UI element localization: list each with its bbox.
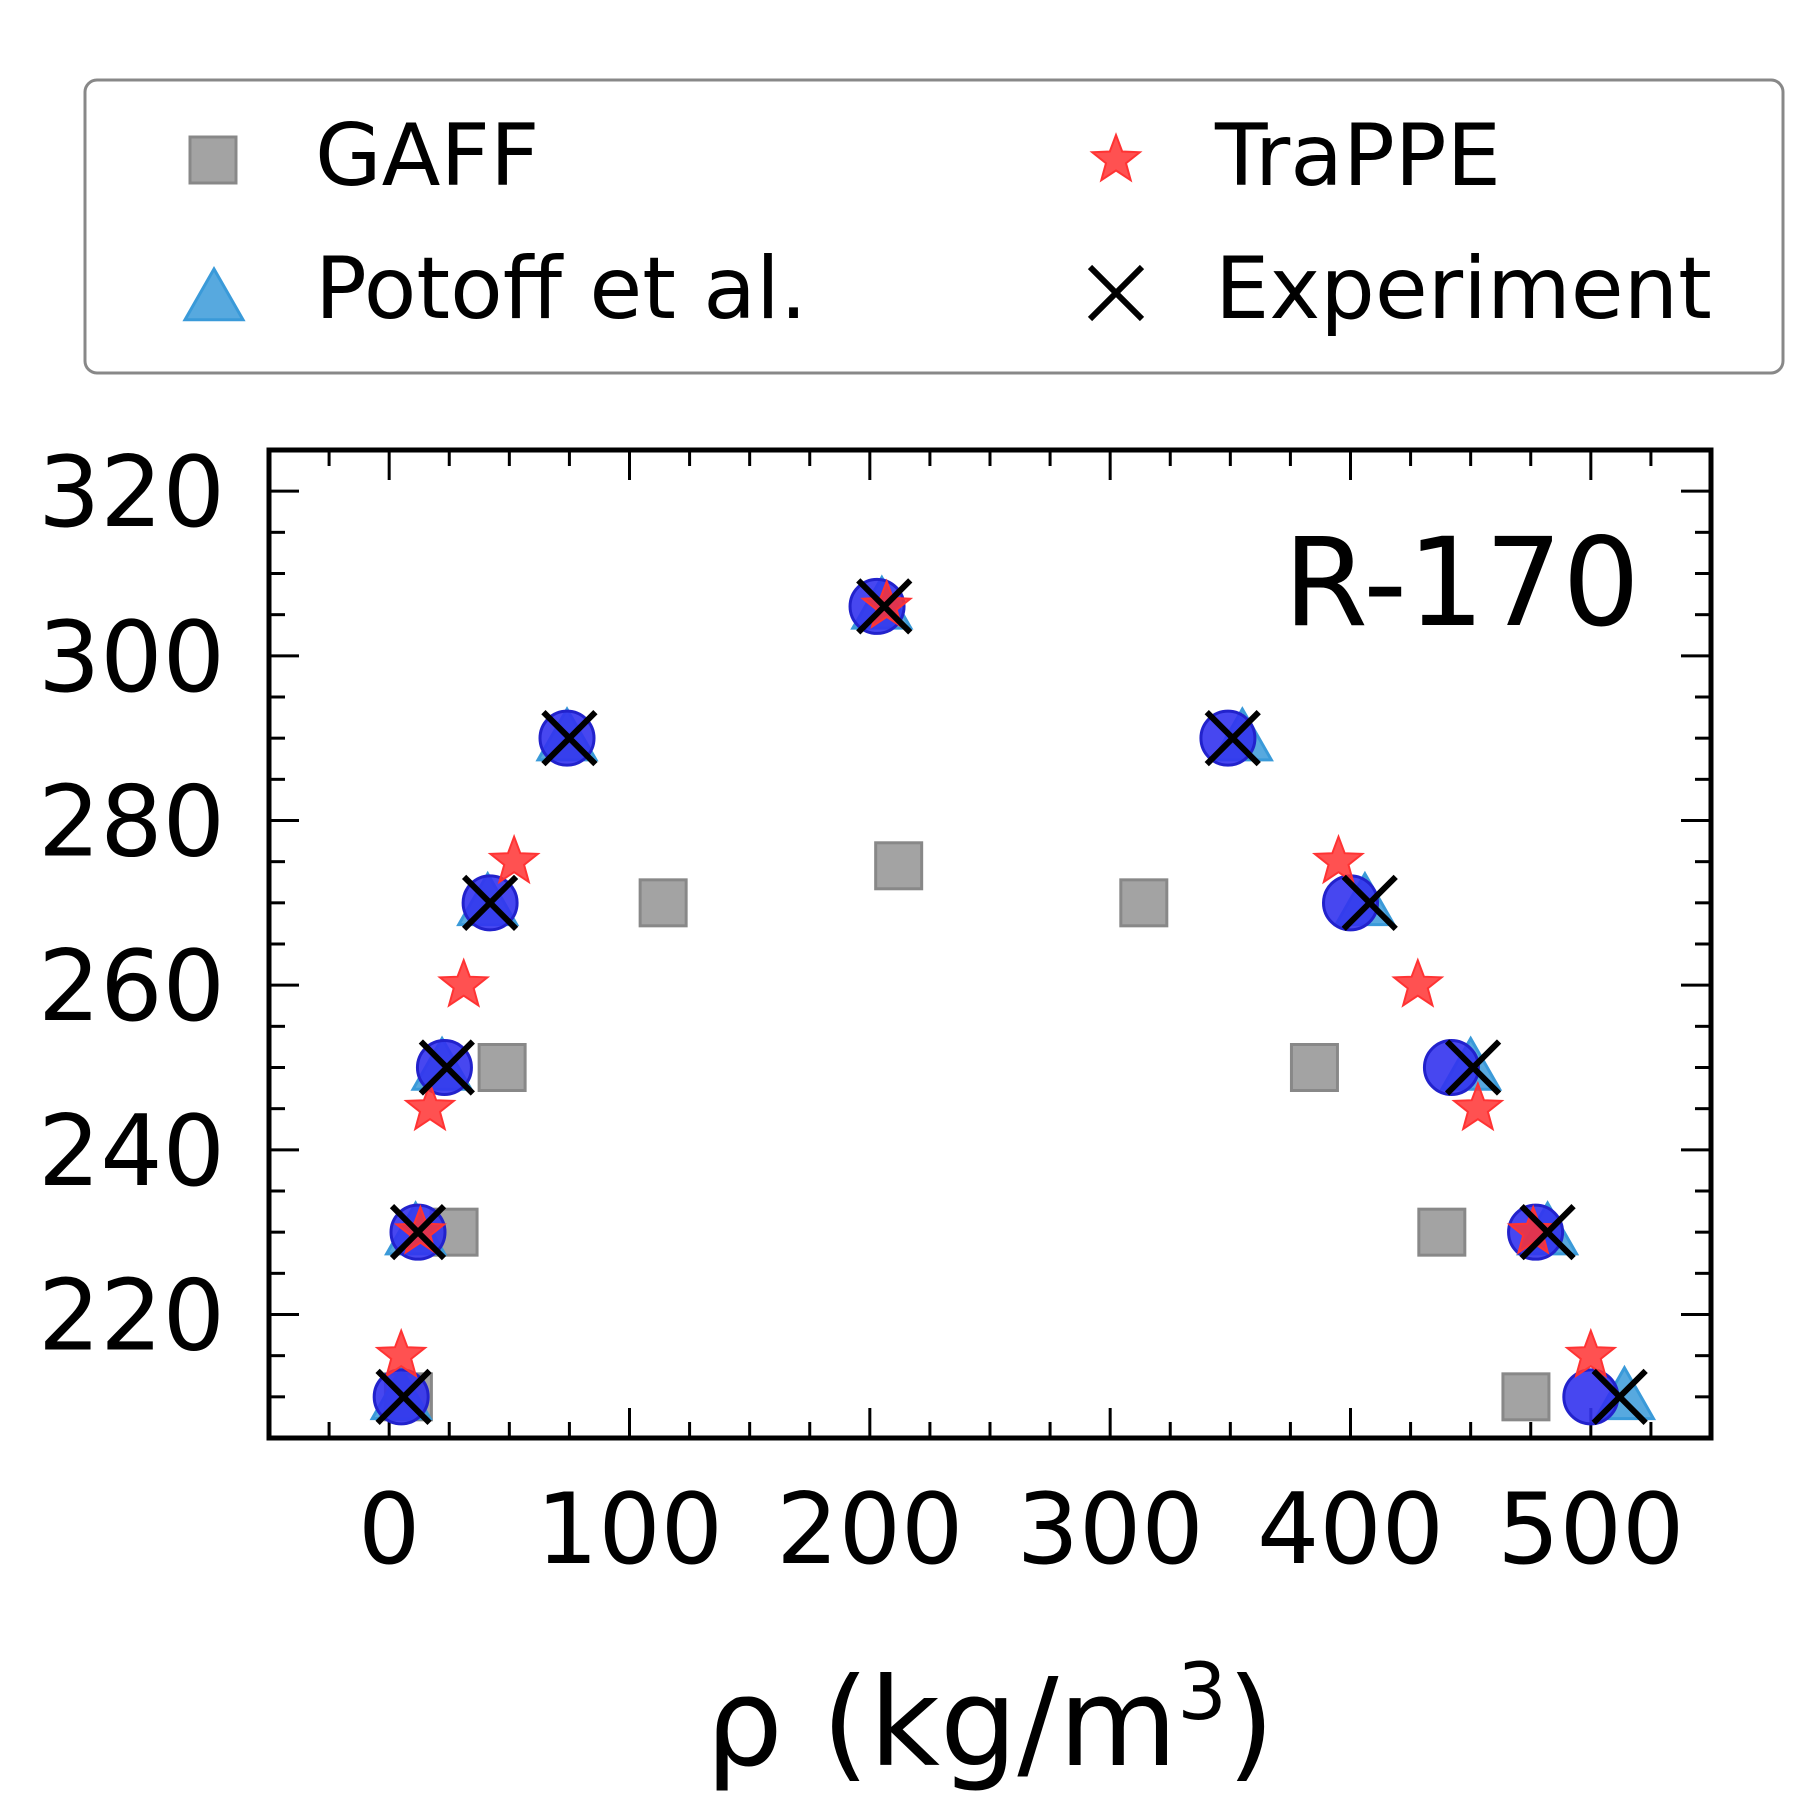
data-point-star [403,1080,457,1132]
data-point-square [874,841,924,891]
data-point-square [1289,1043,1339,1092]
data-point-x [375,1368,432,1425]
series-x [375,578,1648,1425]
data-point-circle [1422,1039,1480,1096]
plot-frame [266,447,1714,1441]
data-point-square [1501,1372,1551,1422]
data-point-x [541,710,598,767]
data-point-circle [1199,709,1257,767]
legend-label-trappe: TraPPE [1214,106,1501,206]
data-point-star [1451,1080,1505,1132]
legend-marker-potoff [182,265,246,322]
y-tick-label: 240 [38,1095,225,1209]
x-tick-label: 0 [358,1473,420,1587]
data-point-star [1564,1327,1618,1379]
x-axis-label: ρ (kg/m3) [705,1648,1274,1794]
legend-marker-experiment [1087,264,1145,322]
data-point-x [1591,1368,1648,1425]
x-tick-label: 100 [536,1473,723,1587]
data-point-square [477,1043,527,1092]
axis-ticks [269,450,1711,1438]
series-square [383,841,1551,1422]
legend-marker-gaff [188,135,238,185]
data-point-x [1341,874,1398,931]
legend-marker-trappe [1089,132,1143,183]
x-tick-label: 500 [1497,1473,1684,1587]
x-axis-label-main: ρ (kg/m [705,1652,1177,1794]
y-tick-label: 220 [38,1260,225,1374]
data-point-square [638,878,688,928]
plot-points [369,574,1657,1426]
series-triangle [369,574,1657,1421]
y-tick-label: 280 [38,766,225,880]
compound-annotation: R-170 [1283,512,1640,654]
x-tick-label: 200 [776,1473,963,1587]
data-point-square [1119,878,1169,928]
legend-label-potoff: Potoff et al. [315,239,807,339]
series-star [374,578,1618,1379]
data-point-star [374,1327,428,1379]
data-point-star [437,957,491,1008]
y-tick-label: 320 [38,436,225,550]
data-point-x [1204,710,1261,767]
data-point-x [1519,1204,1576,1261]
y-tick-label: 300 [38,601,225,715]
data-point-x [418,1039,475,1096]
data-point-x [389,1204,447,1261]
data-point-x [856,578,913,635]
data-point-square [1417,1207,1467,1257]
legend-markers [182,132,1145,322]
data-point-star [487,833,541,885]
legend-label-gaff: GAFF [315,106,539,206]
data-point-star [1391,957,1445,1008]
y-tick-label: 260 [38,930,225,1044]
legend-label-experiment: Experiment [1215,239,1712,339]
x-tick-label: 300 [1017,1473,1204,1587]
tick-labels: 0 100 200 300 400 500 220 240 260 280 300 320 [38,436,1684,1587]
x-axis-label-superscript: 3 [1177,1648,1227,1738]
data-point-circle [1562,1368,1620,1426]
legend-frame [83,78,1785,375]
data-point-star [1311,833,1366,885]
legend: GAFF Potoff et al. TraPPE Experiment [83,78,1785,375]
data-point-x [1444,1039,1502,1096]
x-axis-label-close: ) [1227,1652,1275,1794]
x-tick-label: 400 [1257,1473,1444,1587]
data-point-x [461,874,519,931]
